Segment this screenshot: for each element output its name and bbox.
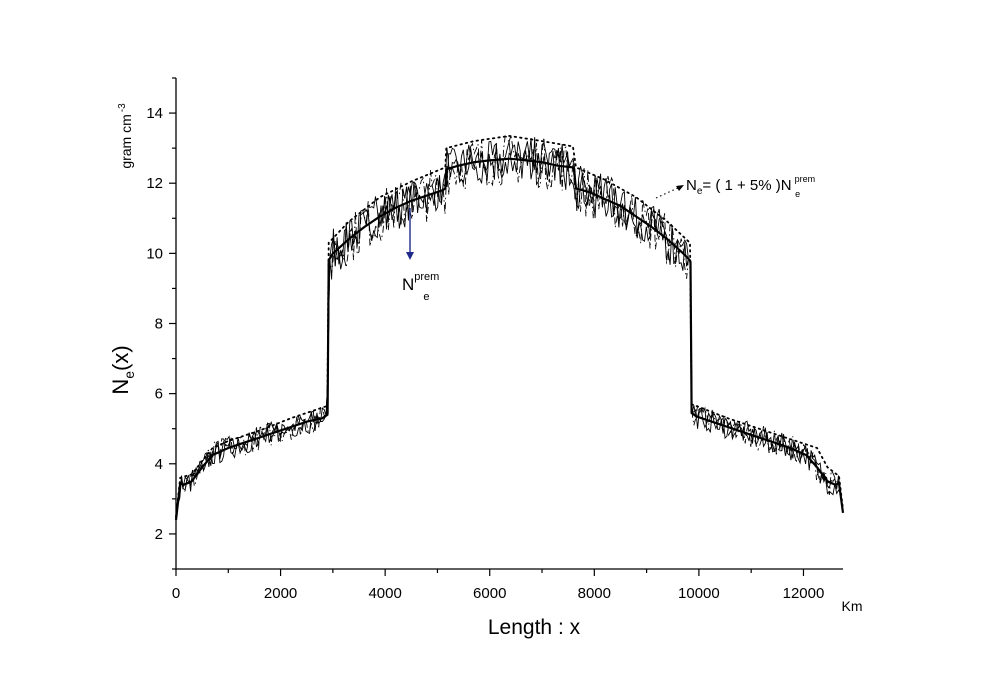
noisy-trace-1: [175, 140, 843, 520]
y-axis-title: Ne(x): [108, 345, 137, 394]
x-axis-title: Length : x: [488, 616, 581, 639]
y-tick-label: 12: [146, 175, 163, 192]
x-tick-label: 0: [172, 585, 180, 602]
y-tick-label: 6: [155, 386, 163, 403]
x-tick-label: 4000: [368, 585, 401, 602]
y-axis-title-tail: (x): [108, 345, 133, 371]
y-axis-title-main: N: [108, 379, 133, 395]
x-axis-unit: Km: [842, 598, 863, 614]
y-tick-label: 4: [155, 456, 163, 473]
y-axis-unit-main: gram cm: [118, 114, 134, 168]
x-tick-label: 10000: [678, 585, 720, 602]
formula-sup: prem: [795, 174, 816, 184]
formula-pointer-head: [676, 185, 684, 191]
prem-annotation: Nprem e: [402, 271, 439, 303]
y-tick-label: 2: [155, 526, 163, 543]
x-tick-label: 6000: [473, 585, 506, 602]
noisy-trace-3: [175, 132, 843, 520]
x-tick-label: 2000: [264, 585, 297, 602]
y-axis-unit-exp: -3: [117, 103, 128, 112]
formula-sub: e: [697, 186, 703, 197]
formula-pointer: [655, 186, 681, 199]
x-tick-label: 12000: [783, 585, 825, 602]
y-tick-label: 8: [155, 316, 163, 333]
formula-mid: = ( 1 + 5% )N: [702, 177, 791, 194]
prem-sup: prem: [414, 271, 439, 283]
formula-main: N: [686, 177, 697, 194]
prem-arrow-head: [406, 252, 414, 260]
series-layer: [174, 132, 845, 521]
formula-sub2: e: [795, 189, 800, 199]
prem-main: N: [402, 275, 414, 294]
axis-ticks: 0 2000 4000 6000 8000 10000 12000 2 4 6 8 10 12 14: [146, 77, 825, 602]
x-tick-label: 8000: [578, 585, 611, 602]
series-plus-5-percent: [175, 134, 844, 518]
noisy-trace-2: [175, 137, 843, 520]
y-axis-unit: gram cm -3: [117, 103, 134, 169]
series-prem-profile: [174, 157, 845, 521]
y-tick-label: 14: [146, 105, 163, 122]
y-axis-title-sub: e: [121, 371, 137, 379]
formula-annotation: Ne= ( 1 + 5% )N prem e: [686, 174, 815, 199]
prem-sub: e: [423, 291, 429, 303]
y-tick-label: 10: [146, 245, 163, 262]
